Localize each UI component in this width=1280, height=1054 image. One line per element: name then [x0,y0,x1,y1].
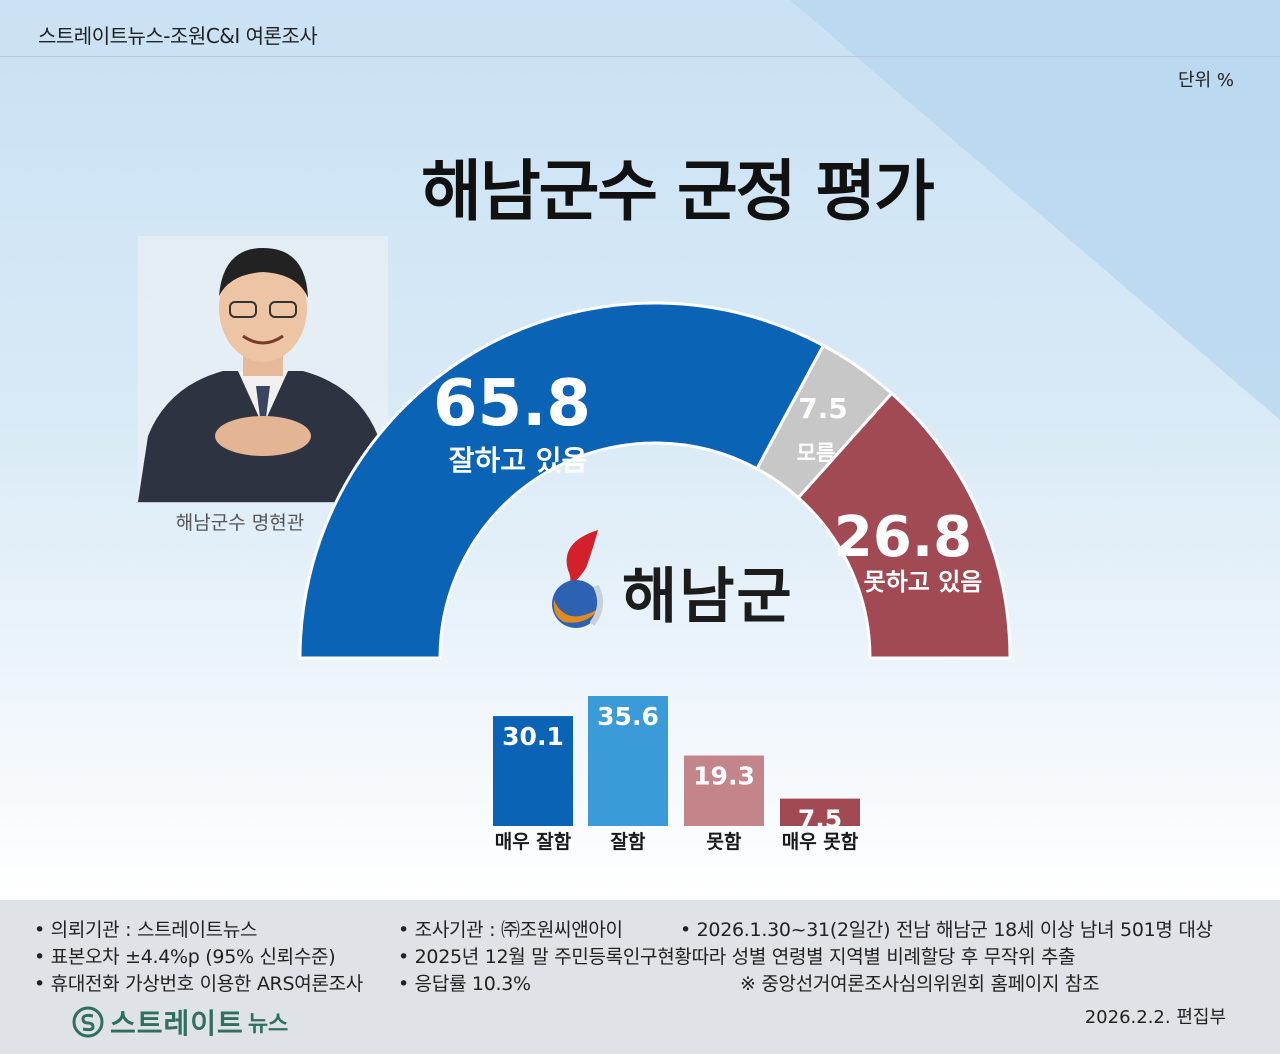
brand-name: 스트레이트 [110,1007,244,1040]
bar-value-label: 35.6 [597,702,659,731]
footer-note: ※ 중앙선거여론조사심의위원회 홈페이지 참조 [740,973,1100,995]
footer-note: • 휴대전화 가상번호 이용한 ARS여론조사 [34,973,363,995]
chart-title: 해남군수 군정 평가 [421,153,935,230]
governor-photo [138,236,388,502]
bar [684,755,764,826]
header-source: 스트레이트뉴스-조원C&I 여론조사 [38,24,318,48]
unit-label: 단위 % [1178,70,1234,91]
footer-note: • 응답률 10.3% [398,973,531,995]
gauge-value-label: 26.8 [834,505,972,570]
footer-note: • 표본오차 ±4.4%p (95% 신뢰수준) [34,946,336,968]
bar-value-label: 30.1 [502,722,564,751]
bar [780,798,860,826]
bar-value-label: 19.3 [693,762,755,791]
bar-value-label: 7.5 [798,805,842,834]
bar-category-label: 잘함 [611,831,646,853]
gauge-category-label: 잘하고 있음 [449,444,588,477]
footer-note: • 조사기관 : ㈜조원씨앤아이 [398,919,623,941]
gauge-segment [298,301,826,660]
gauge-category-label: 못하고 있음 [864,568,983,596]
bar [493,716,573,826]
brand-s-icon [72,1006,104,1038]
brand-sub: 뉴스 [247,1012,289,1037]
bar-category-label: 못함 [707,831,742,853]
footer-note: • 의뢰기관 : 스트레이트뉴스 [34,919,258,941]
photo-divider [136,502,386,503]
gauge-value-label: 7.5 [798,392,848,425]
haenam-logo-text: 해남군 [622,562,794,632]
bar-chart: 30.1 매우 잘함 35.6 잘함 19.3 못함 7.5매우 못함 [493,696,860,853]
brand-logo: 스트레이트 뉴스 [72,1002,288,1042]
haenam-logo-icon [552,530,604,628]
bar-category-label: 매우 잘함 [495,831,572,853]
header-divider [0,56,1280,57]
gauge-segment [796,391,1012,660]
footer-note: • 2026.1.30~31(2일간) 전남 해남군 18세 이상 남녀 501… [680,919,1213,941]
footer [0,900,1280,1054]
bar-category-label: 매우 못함 [782,831,859,853]
bar [588,696,668,826]
gauge-category-label: 모름 [797,441,836,465]
footer-note: • 2025년 12월 말 주민등록인구현황따라 성별 연령별 지역별 비례할당… [398,946,1076,968]
date-editor: 2026.2.2. 편집부 [1084,1007,1226,1028]
gauge-value-label: 65.8 [433,367,591,441]
photo-caption: 해남군수 명현관 [175,512,305,534]
